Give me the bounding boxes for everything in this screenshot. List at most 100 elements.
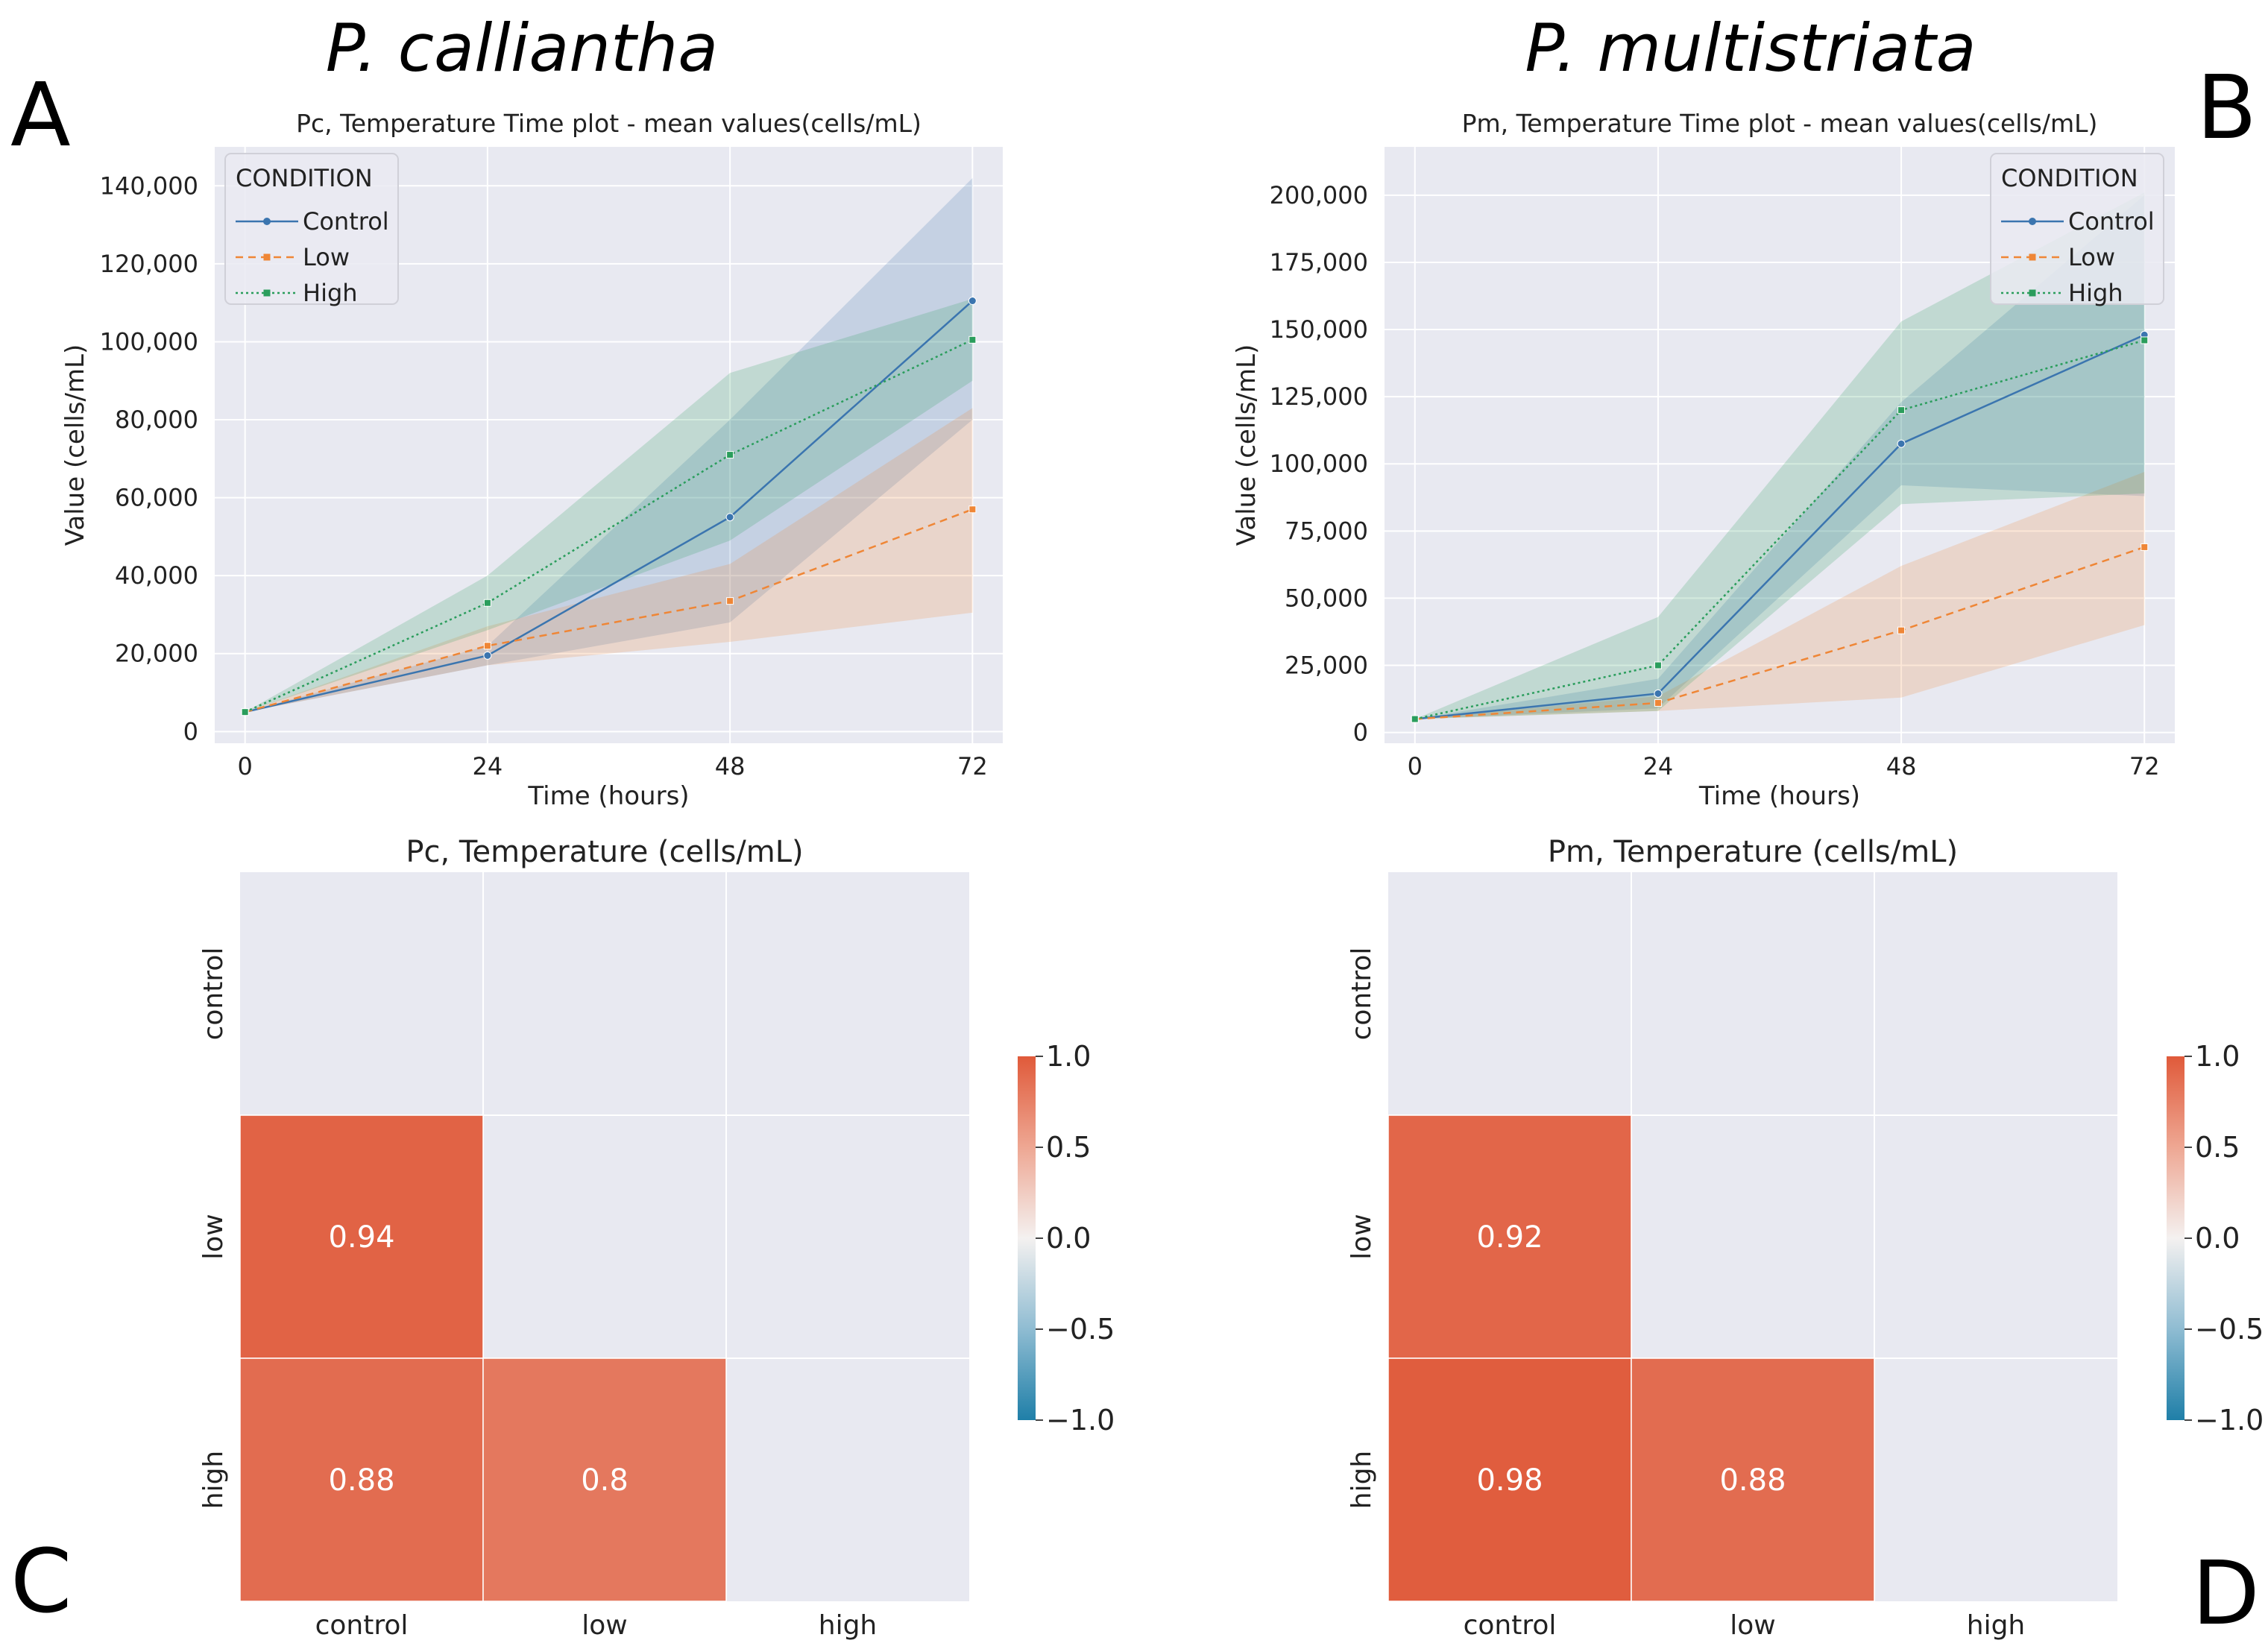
y-tick-label: 120,000 bbox=[100, 250, 198, 278]
legend-marker-low bbox=[2029, 253, 2036, 261]
x-tick-label: 72 bbox=[957, 752, 988, 781]
y-tick-label: 150,000 bbox=[1270, 315, 1368, 344]
y-tick-label: 100,000 bbox=[1270, 450, 1368, 478]
x-axis-label: Time (hours) bbox=[527, 781, 689, 811]
data-point-control bbox=[725, 513, 734, 522]
colorbar-tick-label: 0.5 bbox=[1046, 1131, 1091, 1164]
series-line-low bbox=[1414, 546, 2145, 720]
cell-value-label: 0.88 bbox=[1719, 1463, 1786, 1498]
x-tick-label: 0 bbox=[237, 752, 252, 781]
heatmap-title: Pm, Temperature (cells/mL) bbox=[1548, 835, 1958, 869]
y-tick-label: 40,000 bbox=[115, 561, 198, 590]
cell-value-label: 0.92 bbox=[1476, 1220, 1543, 1255]
data-point-low bbox=[483, 642, 491, 650]
cell-value-label: 0.98 bbox=[1476, 1463, 1543, 1498]
x-tick-label: 0 bbox=[1408, 752, 1423, 781]
heatmap-cell bbox=[239, 1114, 484, 1359]
heatmap-d: 0.92 0.98 0.88 control low high control low high… bbox=[1346, 835, 2264, 1641]
x-category-label: low bbox=[582, 1610, 627, 1641]
colorbar-tick-label: 1.0 bbox=[2195, 1040, 2240, 1073]
colorbar-tick-label: 0.0 bbox=[1046, 1222, 1091, 1255]
panel-letter-c: C bbox=[10, 1530, 72, 1633]
legend-frame bbox=[224, 153, 399, 305]
heatmap-cell bbox=[1387, 1114, 1632, 1359]
legend-marker-control bbox=[2029, 218, 2036, 225]
y-tick-label: 100,000 bbox=[100, 327, 198, 356]
legend-frame bbox=[1990, 153, 2164, 305]
legend-marker-high bbox=[2029, 289, 2036, 297]
y-tick-label: 75,000 bbox=[1285, 517, 1368, 545]
y-category-label: control bbox=[198, 947, 229, 1041]
colorbar-tick-label: 0.0 bbox=[2195, 1222, 2240, 1255]
y-category-label: low bbox=[1346, 1214, 1377, 1259]
legend-label-low: Low bbox=[303, 243, 350, 271]
colorbar: 1.0 0.5 0.0 −0.5 −1.0 bbox=[1018, 1040, 1115, 1437]
ci-band-control bbox=[245, 177, 973, 713]
colorbar-tick-label: −0.5 bbox=[1046, 1313, 1115, 1346]
y-tick-label: 125,000 bbox=[1270, 382, 1368, 411]
species-left-title: P. calliantha bbox=[326, 10, 718, 86]
ci-band-low bbox=[1414, 472, 2145, 719]
data-point-high bbox=[2141, 336, 2149, 344]
x-axis-label: Time (hours) bbox=[1698, 781, 1860, 811]
legend-title: CONDITION bbox=[236, 164, 373, 192]
data-point-high bbox=[483, 599, 491, 607]
data-point-high bbox=[1897, 406, 1906, 414]
data-point-low bbox=[726, 597, 734, 605]
series-line-control bbox=[1414, 334, 2145, 720]
x-category-label: low bbox=[1730, 1610, 1775, 1641]
heatmap-title: Pc, Temperature (cells/mL) bbox=[406, 835, 803, 869]
x-tick-label: 48 bbox=[715, 752, 746, 781]
cell-value-label: 0.88 bbox=[328, 1463, 394, 1498]
colorbar-tick-label: −0.5 bbox=[2195, 1313, 2264, 1346]
data-point-low bbox=[1897, 626, 1906, 634]
y-tick-label: 0 bbox=[183, 717, 198, 745]
series-line-control bbox=[245, 300, 974, 713]
chart-title: Pm, Temperature Time plot - mean values(… bbox=[1462, 109, 2098, 138]
legend: CONDITION Control Low High bbox=[224, 153, 399, 307]
y-tick-label: 175,000 bbox=[1270, 248, 1368, 277]
data-point-high bbox=[241, 708, 249, 716]
colorbar-tick-label: −1.0 bbox=[1046, 1404, 1115, 1437]
panel-letter-b: B bbox=[2196, 56, 2257, 159]
x-category-label: high bbox=[1967, 1610, 2026, 1641]
ci-band-high bbox=[1414, 192, 2145, 719]
cell-value-label: 0.94 bbox=[328, 1220, 394, 1255]
ci-band-low bbox=[245, 408, 973, 713]
data-point-high bbox=[1654, 661, 1662, 669]
line-chart-b: 0 25,000 50,000 75,000 100,000 125,000 150,000… bbox=[1232, 109, 2175, 811]
data-point-control bbox=[1897, 439, 1906, 448]
cell-value-label: 0.8 bbox=[581, 1463, 629, 1498]
colorbar-tick-label: 1.0 bbox=[1046, 1040, 1091, 1073]
heatmap-cell bbox=[1387, 1358, 1632, 1602]
chart-title: Pc, Temperature Time plot - mean values(… bbox=[296, 109, 922, 138]
data-point-control bbox=[1654, 689, 1663, 698]
data-point-high bbox=[968, 335, 977, 344]
legend-label-low: Low bbox=[2068, 243, 2115, 271]
legend-title: CONDITION bbox=[2001, 164, 2138, 192]
legend: CONDITION Control Low High bbox=[1990, 153, 2164, 307]
y-tick-label: 25,000 bbox=[1285, 651, 1368, 679]
y-tick-label: 80,000 bbox=[115, 406, 198, 434]
y-category-label: high bbox=[198, 1451, 229, 1510]
x-tick-label: 48 bbox=[1886, 752, 1917, 781]
data-point-low bbox=[968, 505, 977, 514]
colorbar: 1.0 0.5 0.0 −0.5 −1.0 bbox=[2167, 1040, 2264, 1437]
heatmap-cell bbox=[1631, 1358, 1875, 1602]
data-point-low bbox=[1654, 699, 1662, 707]
y-category-label: high bbox=[1346, 1451, 1377, 1510]
data-point-low bbox=[2141, 543, 2149, 551]
colorbar-gradient bbox=[1018, 1056, 1036, 1420]
legend-label-high: High bbox=[303, 279, 358, 307]
series-line-low bbox=[245, 508, 973, 713]
heatmap-cell bbox=[482, 1358, 727, 1602]
y-tick-label: 50,000 bbox=[1285, 584, 1368, 612]
legend-label-control: Control bbox=[2068, 207, 2155, 236]
colorbar-gradient bbox=[2167, 1056, 2184, 1420]
y-tick-label: 0 bbox=[1353, 719, 1368, 747]
heatmap-cell bbox=[239, 1358, 484, 1602]
data-point-control bbox=[483, 651, 492, 660]
x-category-label: high bbox=[819, 1610, 878, 1641]
legend-marker-control bbox=[263, 218, 271, 225]
